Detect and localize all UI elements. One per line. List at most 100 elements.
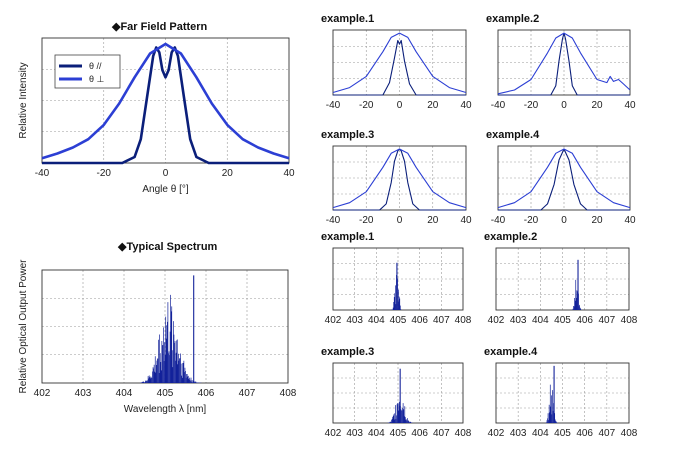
plot-frame — [41, 37, 290, 164]
plot-frame — [497, 29, 631, 96]
panel-title: example.1 — [321, 231, 374, 243]
x-tick-label: -20 — [359, 100, 374, 111]
x-tick-label: 20 — [222, 168, 234, 179]
x-tick-label: 0 — [397, 215, 403, 226]
series-line-2 — [497, 148, 631, 209]
x-tick-label: -40 — [35, 168, 50, 179]
series-line-2 — [41, 42, 290, 160]
plot-frame — [332, 145, 467, 211]
x-tick-label: 407 — [598, 428, 615, 439]
chart-sp-main: 402 403 404 405 406 407 408 Wavelength λ [nm] Re… — [18, 259, 297, 415]
chart-ff-ex3: -40 -20 0 20 40 example.3 — [321, 129, 472, 226]
panel-title: example.2 — [486, 13, 539, 25]
chart-sp-ex2: 402 403 404 405 406 407 408 example.2 — [484, 231, 638, 326]
x-tick-label: -40 — [491, 100, 506, 111]
chart-sp-ex4: 402 403 404 405 406 407 408 example.4 — [484, 346, 638, 439]
x-tick-label: 40 — [283, 168, 295, 179]
plot-frame — [495, 362, 630, 424]
x-tick-label: 40 — [460, 215, 472, 226]
x-tick-label: 407 — [239, 388, 256, 399]
x-tick-label: 403 — [75, 388, 92, 399]
x-tick-label: 405 — [554, 315, 571, 326]
x-tick-label: 0 — [397, 100, 403, 111]
x-tick-label: 408 — [621, 315, 638, 326]
x-tick-label: 0 — [163, 168, 169, 179]
x-tick-label: 408 — [455, 315, 472, 326]
x-tick-label: 405 — [390, 428, 407, 439]
x-tick-label: -40 — [326, 100, 341, 111]
x-tick-label: 20 — [591, 215, 603, 226]
x-tick-label: 40 — [460, 100, 472, 111]
x-tick-label: 408 — [621, 428, 638, 439]
x-tick-label: 406 — [576, 315, 593, 326]
x-tick-label: 0 — [561, 215, 567, 226]
chart-sp-ex3: 402 403 404 405 406 407 408 example.3 — [321, 346, 472, 439]
plot-frame — [495, 247, 630, 311]
x-tick-label: 20 — [427, 100, 439, 111]
x-tick-label: 402 — [325, 428, 342, 439]
x-tick-label: 0 — [561, 100, 567, 111]
x-tick-label: 20 — [427, 215, 439, 226]
chart-panels: -40 -20 0 20 40 Angle θ [°] Relative Intensity… — [18, 13, 638, 439]
x-tick-label: 40 — [624, 100, 636, 111]
x-tick-label: 405 — [554, 428, 571, 439]
x-tick-label: 403 — [510, 315, 527, 326]
far-field-title: ◆Far Field Pattern — [111, 21, 208, 33]
x-tick-label: 407 — [598, 315, 615, 326]
panel-title: example.3 — [321, 129, 374, 141]
x-tick-label: 407 — [433, 315, 450, 326]
x-tick-label: 406 — [411, 315, 428, 326]
x-tick-label: 402 — [34, 388, 51, 399]
series-line-1 — [42, 46, 289, 165]
x-tick-label: 20 — [591, 100, 603, 111]
x-tick-label: 402 — [488, 428, 505, 439]
chart-ff-ex1: -40 -20 0 20 40 example.1 — [321, 13, 472, 111]
x-tick-label: 403 — [510, 428, 527, 439]
y-axis-label: Relative Optical Output Power — [18, 259, 29, 394]
x-tick-label: 404 — [532, 428, 549, 439]
series-line-1 — [333, 39, 466, 96]
x-tick-label: 406 — [198, 388, 215, 399]
panel-title: example.4 — [484, 346, 538, 358]
x-tick-label: 402 — [488, 315, 505, 326]
plot-frame — [332, 29, 467, 96]
chart-ff-main: -40 -20 0 20 40 Angle θ [°] Relative Intensity… — [18, 37, 295, 195]
panel-title: example.3 — [321, 346, 374, 358]
x-tick-label: 406 — [576, 428, 593, 439]
series-line-2 — [332, 32, 467, 94]
legend-entry: θ ⊥ — [89, 74, 105, 84]
x-tick-label: 406 — [411, 428, 428, 439]
legend-entry: θ // — [89, 61, 102, 71]
x-tick-label: -20 — [524, 100, 539, 111]
x-tick-label: 408 — [280, 388, 297, 399]
x-tick-label: 404 — [532, 315, 549, 326]
x-tick-label: 40 — [624, 215, 636, 226]
x-tick-label: 404 — [368, 315, 385, 326]
series-line-2 — [497, 32, 631, 95]
x-tick-label: 404 — [116, 388, 133, 399]
x-tick-label: 404 — [368, 428, 385, 439]
x-tick-label: -20 — [97, 168, 112, 179]
typical-spectrum-title: ◆Typical Spectrum — [117, 241, 218, 253]
x-tick-label: 405 — [390, 315, 407, 326]
panel-title: example.2 — [484, 231, 537, 243]
x-tick-label: 403 — [346, 428, 363, 439]
x-tick-label: -20 — [524, 215, 539, 226]
x-tick-label: -40 — [491, 215, 506, 226]
x-tick-label: -20 — [359, 215, 374, 226]
x-tick-label: 403 — [346, 315, 363, 326]
x-tick-label: 402 — [325, 315, 342, 326]
x-tick-label: -40 — [326, 215, 341, 226]
series-line-2 — [332, 148, 467, 209]
chart-ff-ex4: -40 -20 0 20 40 example.4 — [486, 129, 636, 226]
legend-box — [54, 54, 121, 89]
x-tick-label: 407 — [433, 428, 450, 439]
panel-title: example.4 — [486, 129, 540, 141]
chart-sp-ex1: 402 403 404 405 406 407 408 example.1 — [321, 231, 472, 326]
legend: θ // θ ⊥ — [54, 54, 121, 89]
x-tick-label: 408 — [455, 428, 472, 439]
y-axis-label: Relative Intensity — [18, 62, 29, 138]
plot-frame — [497, 145, 631, 211]
panel-title: example.1 — [321, 13, 374, 25]
